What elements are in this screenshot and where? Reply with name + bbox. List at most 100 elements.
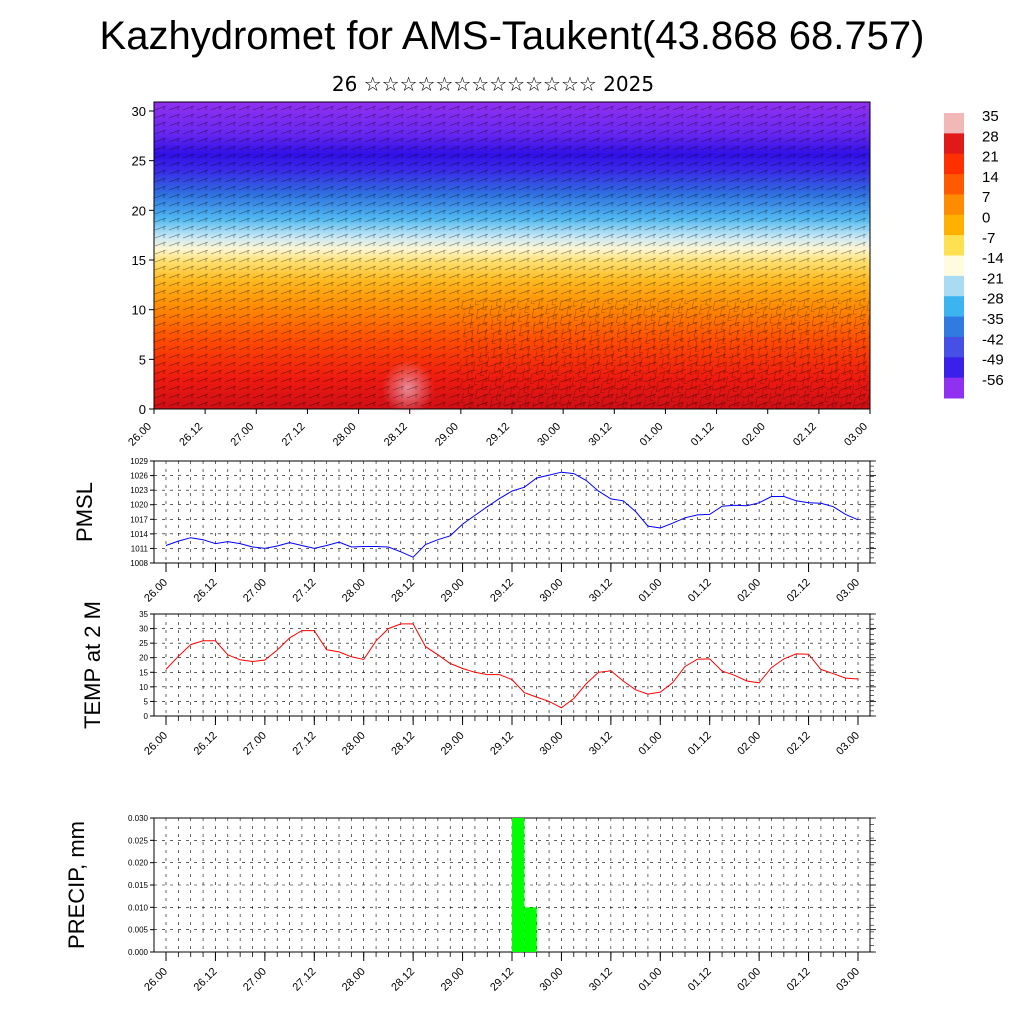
x-tick-label: 02.12	[785, 577, 813, 605]
y-tick-label: 0	[144, 712, 149, 721]
x-tick-label: 01.12	[686, 577, 714, 605]
heatmap-y-tick-label: 25	[132, 154, 146, 169]
pmsl-panel: 1008 1011 1014 1017 1020 1023 1026 1029 26.00 26.…	[72, 457, 876, 605]
y-tick-label: 20	[139, 654, 148, 663]
x-tick-label: 27.12	[290, 577, 318, 605]
x-tick-label: 01.00	[636, 730, 664, 758]
y-tick-label: 1023	[130, 486, 148, 495]
y-tick-label: 1008	[130, 559, 148, 568]
colorbar-label: 0	[982, 210, 990, 227]
precip-bar	[524, 907, 537, 952]
x-tick-label: 26.12	[192, 966, 220, 994]
colorbar-swatch	[944, 194, 964, 216]
x-tick-label: 29.00	[439, 966, 467, 994]
y-tick-label: 0.000	[128, 948, 149, 957]
colorbar-label: 21	[982, 149, 999, 166]
x-tick-label: 30.00	[538, 966, 566, 994]
x-tick-label: 27.12	[290, 730, 318, 758]
x-tick-label: 30.00	[538, 730, 566, 758]
heatmap-x-tick-label: 01.12	[689, 421, 717, 449]
y-tick-label: 1020	[130, 501, 148, 510]
chart-subtitle: 26 ☆☆☆☆☆☆☆☆☆☆☆☆☆ 2025	[331, 72, 655, 96]
x-tick-label: 28.12	[389, 730, 417, 758]
y-tick-label: 35	[139, 610, 148, 619]
x-tick-label: 01.00	[636, 577, 664, 605]
heatmap-y-tick-label: 20	[132, 203, 146, 218]
colorbar-swatch	[944, 133, 964, 155]
colorbar-swatch	[944, 113, 964, 134]
colorbar-label: -28	[982, 291, 1004, 308]
x-tick-label: 28.12	[389, 966, 417, 994]
y-tick-label: 1026	[130, 472, 148, 481]
heatmap-x-tick-label: 03.00	[842, 421, 870, 449]
colorbar-label: -35	[982, 311, 1004, 328]
x-tick-label: 03.00	[834, 966, 862, 994]
x-tick-label: 30.12	[587, 966, 615, 994]
x-tick-label: 03.00	[834, 730, 862, 758]
colorbar-label: -56	[982, 372, 1004, 389]
colorbar-label: 35	[982, 108, 999, 125]
x-tick-label: 27.12	[290, 966, 318, 994]
colorbar-swatch	[944, 153, 964, 175]
colorbar-label: -49	[982, 352, 1004, 369]
colorbar-swatch	[944, 377, 964, 399]
x-tick-label: 29.12	[488, 577, 516, 605]
y-tick-label: 15	[139, 668, 148, 677]
heatmap-y-tick-label: 0	[139, 402, 146, 417]
x-tick-label: 26.00	[142, 730, 170, 758]
x-tick-label: 29.12	[488, 730, 516, 758]
x-tick-label: 30.12	[587, 730, 615, 758]
heatmap-x-tick-label: 27.12	[280, 421, 308, 449]
heatmap-x-tick-label: 29.00	[433, 421, 461, 449]
colorbar-swatch	[944, 214, 964, 236]
x-tick-label: 27.00	[241, 730, 269, 758]
y-axis-label: TEMP at 2 M	[80, 601, 105, 729]
heatmap-x-tick-label: 29.12	[484, 421, 512, 449]
heatmap-panel: 0 5 10 15 20 25 30 26.00 26.12 27.00 27.12 28.00 28…	[126, 101, 1004, 449]
precip-panel: 0.000 0.005 0.010 0.015 0.020 0.025 0.030 26.00…	[64, 814, 876, 994]
x-tick-label: 02.12	[785, 730, 813, 758]
colorbar-label: -21	[982, 270, 1004, 287]
heatmap-x-tick-label: 02.00	[740, 421, 768, 449]
series-line	[165, 471, 859, 558]
x-tick-label: 28.00	[340, 577, 368, 605]
y-tick-label: 0.030	[128, 814, 149, 823]
colorbar-label: -14	[982, 250, 1004, 267]
colorbar-label: -7	[982, 230, 995, 247]
x-tick-label: 29.00	[439, 577, 467, 605]
precip-bar	[512, 818, 525, 952]
y-tick-label: 5	[144, 697, 149, 706]
heatmap-y-tick-label: 30	[132, 104, 146, 119]
heatmap-y-tick-label: 10	[132, 303, 146, 318]
x-tick-label: 27.00	[241, 966, 269, 994]
x-tick-label: 01.12	[686, 730, 714, 758]
colorbar-swatch	[944, 174, 964, 195]
y-axis-label: PRECIP, mm	[64, 821, 89, 949]
y-tick-label: 0.020	[128, 859, 149, 868]
x-tick-label: 28.12	[389, 577, 417, 605]
x-tick-label: 26.12	[192, 730, 220, 758]
heatmap-x-tick-label: 02.12	[791, 421, 819, 449]
colorbar-label: 7	[982, 189, 990, 206]
colorbar-swatch	[944, 275, 964, 297]
y-tick-label: 30	[139, 625, 148, 634]
colorbar-swatch	[944, 255, 964, 277]
x-tick-label: 29.00	[439, 730, 467, 758]
colorbar-swatch	[944, 357, 964, 379]
x-tick-label: 02.00	[735, 577, 763, 605]
heatmap-x-tick-label: 28.00	[331, 421, 359, 449]
colorbar-swatch	[944, 336, 964, 358]
heatmap-x-tick-label: 30.12	[586, 421, 614, 449]
x-tick-label: 02.12	[785, 966, 813, 994]
heatmap-x-tick-label: 26.00	[126, 421, 154, 449]
heatmap-x-tick-label: 30.00	[535, 421, 563, 449]
x-tick-label: 29.12	[488, 966, 516, 994]
y-tick-label: 1029	[130, 457, 148, 466]
x-tick-label: 26.00	[142, 577, 170, 605]
chart-title: Kazhydromet for AMS-Taukent(43.868 68.75…	[99, 14, 925, 58]
y-tick-label: 0.015	[128, 881, 149, 890]
x-tick-label: 03.00	[834, 577, 862, 605]
wind-barbs-layer-lower	[460, 300, 870, 409]
y-tick-label: 25	[139, 639, 148, 648]
